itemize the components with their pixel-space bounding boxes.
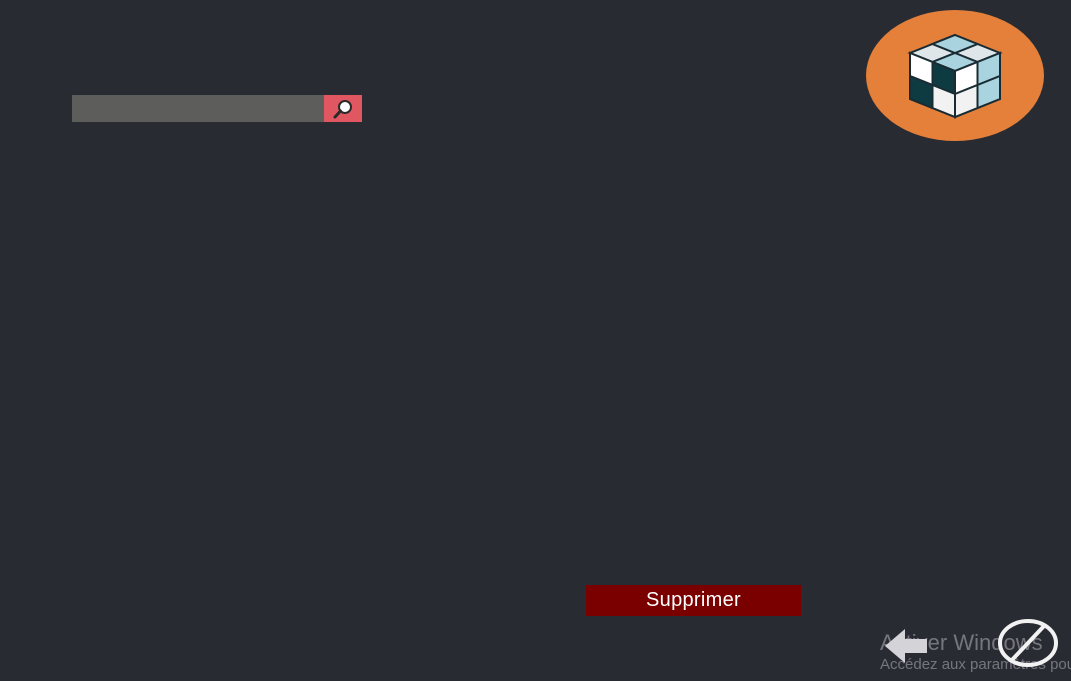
search-button[interactable] (324, 95, 362, 122)
cube-icon (907, 33, 1003, 118)
search-input[interactable] (72, 95, 324, 122)
arrow-left-icon (885, 629, 927, 663)
delete-button[interactable]: Supprimer (586, 585, 801, 616)
back-button[interactable] (883, 626, 929, 666)
search-icon (333, 99, 352, 118)
search-bar (72, 95, 362, 122)
cancel-icon (998, 619, 1058, 667)
app-logo (866, 10, 1044, 141)
cancel-button[interactable] (996, 617, 1060, 669)
